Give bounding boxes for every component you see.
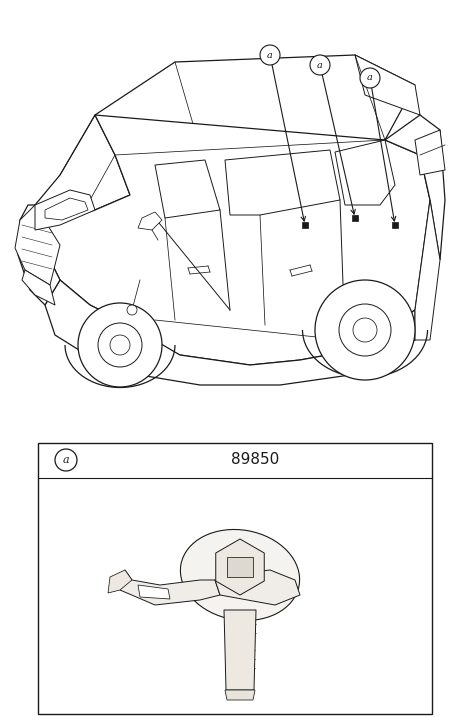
Polygon shape bbox=[18, 205, 60, 305]
Polygon shape bbox=[224, 610, 256, 690]
Polygon shape bbox=[35, 115, 430, 365]
Polygon shape bbox=[95, 55, 415, 155]
Polygon shape bbox=[15, 205, 60, 285]
Polygon shape bbox=[335, 140, 395, 205]
Text: a: a bbox=[63, 455, 69, 465]
Circle shape bbox=[78, 303, 162, 387]
Circle shape bbox=[98, 323, 142, 367]
Polygon shape bbox=[138, 212, 162, 230]
Circle shape bbox=[353, 318, 377, 342]
Polygon shape bbox=[138, 585, 170, 599]
Polygon shape bbox=[302, 222, 308, 228]
Circle shape bbox=[110, 335, 130, 355]
Circle shape bbox=[339, 304, 391, 356]
Polygon shape bbox=[415, 200, 440, 340]
Ellipse shape bbox=[180, 529, 299, 621]
Polygon shape bbox=[216, 539, 264, 595]
Circle shape bbox=[360, 68, 380, 88]
Polygon shape bbox=[355, 55, 420, 115]
Text: 89850: 89850 bbox=[231, 452, 279, 467]
Polygon shape bbox=[352, 215, 358, 221]
Polygon shape bbox=[225, 690, 255, 700]
Polygon shape bbox=[45, 198, 88, 220]
Polygon shape bbox=[392, 222, 398, 228]
Polygon shape bbox=[155, 160, 220, 218]
Polygon shape bbox=[45, 280, 415, 385]
Polygon shape bbox=[35, 190, 95, 230]
Polygon shape bbox=[38, 443, 432, 714]
Polygon shape bbox=[227, 557, 253, 577]
Circle shape bbox=[127, 305, 137, 315]
Text: a: a bbox=[367, 73, 373, 82]
Polygon shape bbox=[120, 570, 220, 605]
Polygon shape bbox=[35, 115, 130, 230]
Text: a: a bbox=[317, 60, 323, 70]
Polygon shape bbox=[385, 115, 445, 260]
Polygon shape bbox=[108, 570, 132, 593]
Circle shape bbox=[310, 55, 330, 75]
Circle shape bbox=[315, 280, 415, 380]
Polygon shape bbox=[215, 570, 300, 605]
Polygon shape bbox=[115, 148, 205, 195]
Polygon shape bbox=[225, 150, 340, 215]
Circle shape bbox=[55, 449, 77, 471]
Polygon shape bbox=[22, 270, 55, 305]
Circle shape bbox=[260, 45, 280, 65]
Polygon shape bbox=[415, 130, 445, 175]
Text: a: a bbox=[267, 50, 273, 60]
